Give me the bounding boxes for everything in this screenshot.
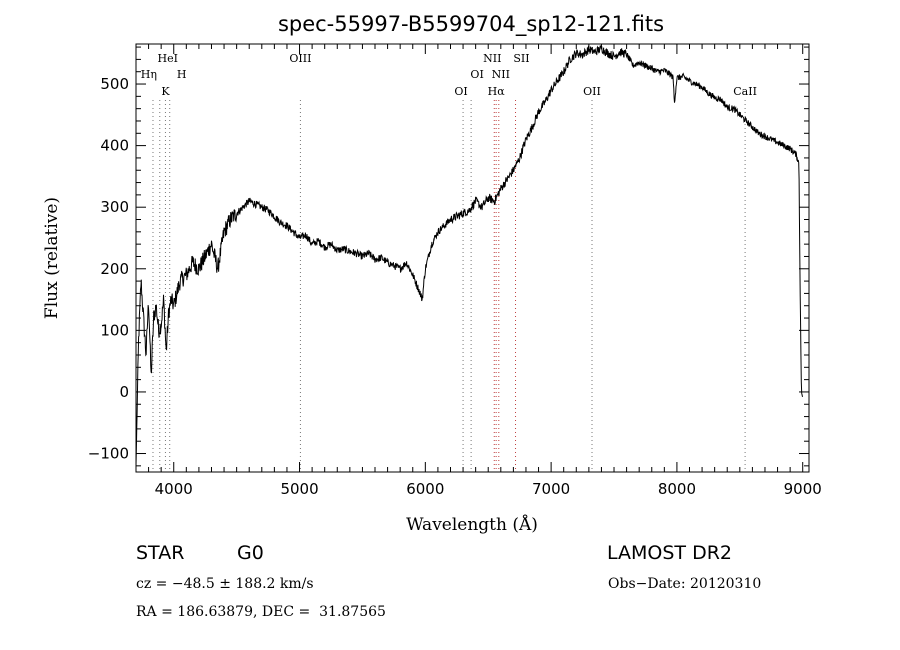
redshift-cz: cz = −48.5 ± 188.2 km/s <box>136 576 314 592</box>
y-axis-label: Flux (relative) <box>42 197 62 319</box>
emission-line-label-10: SII <box>513 52 529 65</box>
x-tick-label: 7000 <box>532 480 570 498</box>
x-tick-label: 8000 <box>658 480 696 498</box>
survey-name: LAMOST DR2 <box>607 542 732 564</box>
emission-line-label-2: H <box>177 68 187 81</box>
axis-ticks: 4000 5000 6000 7000 8000 9000 −100 0 100 200 300 40… <box>88 44 822 498</box>
x-tick-label: 5000 <box>280 480 318 498</box>
emission-line-label-1: Hη <box>141 68 157 81</box>
emission-line-label-6: OI <box>454 85 467 98</box>
emission-line-label-3: K <box>161 85 170 98</box>
emission-line-label-4: OIII <box>289 52 311 65</box>
y-tick-label: 200 <box>100 260 129 278</box>
emission-line-label-5: OI <box>470 68 483 81</box>
y-tick-label: 300 <box>100 198 129 216</box>
x-axis-label: Wavelength (Å) <box>406 514 538 535</box>
x-tick-label: 6000 <box>406 480 444 498</box>
emission-line-label-12: CaII <box>733 85 757 98</box>
chart-title: spec-55997-B5599704_sp12-121.fits <box>278 12 664 37</box>
object-subclass: G0 <box>237 542 264 564</box>
y-tick-label: 500 <box>100 75 129 93</box>
emission-line-label-7: NII <box>483 52 501 65</box>
emission-line-label-11: OII <box>583 85 601 98</box>
x-tick-label: 9000 <box>784 480 822 498</box>
observation-date: Obs−Date: 20120310 <box>608 576 762 592</box>
y-tick-label: 100 <box>100 321 129 339</box>
plot-frame <box>135 43 810 473</box>
object-class: STAR <box>136 542 185 564</box>
x-tick-label: 4000 <box>155 480 193 498</box>
y-tick-label: 400 <box>100 137 129 155</box>
emission-line-label-0: HeI <box>158 52 178 65</box>
spectrum-line <box>135 45 803 466</box>
y-tick-label: −100 <box>88 445 129 463</box>
ra-dec-coordinates: RA = 186.63879, DEC = 31.87565 <box>136 604 386 620</box>
emission-line-label-8: NII <box>492 68 510 81</box>
emission-line-label-9: Hα <box>488 85 506 98</box>
y-tick-label: 0 <box>119 383 129 401</box>
